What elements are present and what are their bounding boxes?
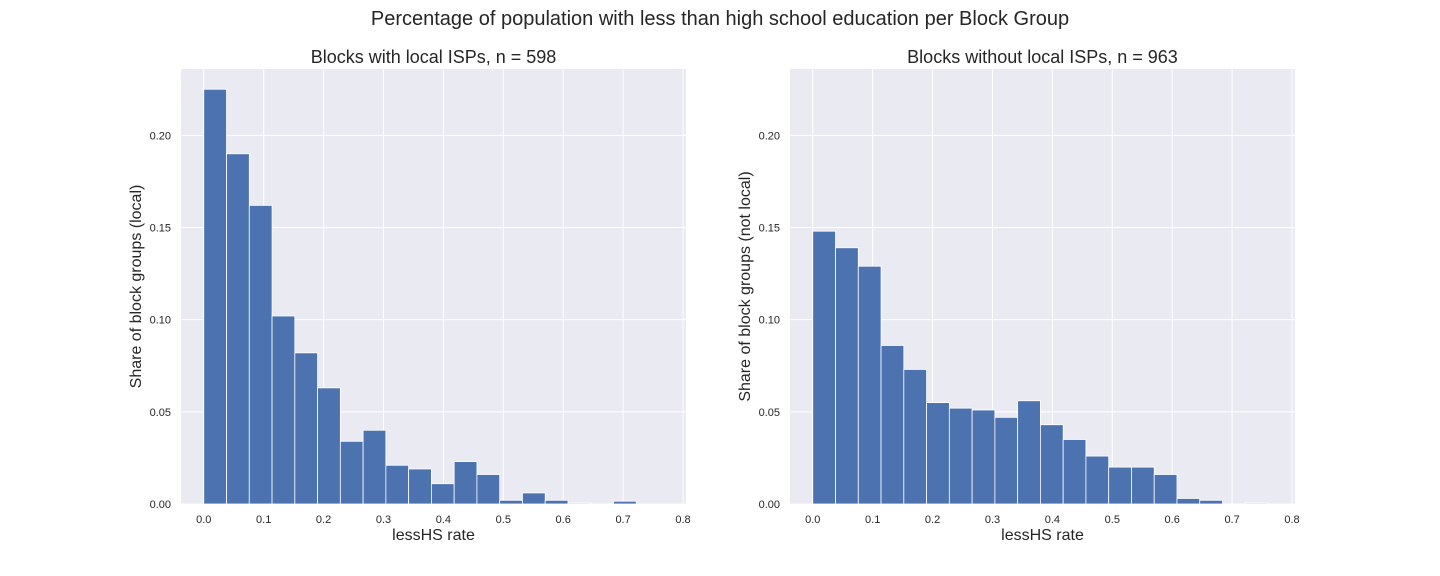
histogram-bar — [835, 247, 859, 505]
x-tick-label: 0.1 — [256, 514, 271, 526]
x-tick-label: 0.8 — [1284, 514, 1299, 526]
chart-without-local-isps: 0.0 0.1 0.2 0.3 0.4 0.5 0.6 0.7 0.8 0.00 0.05 0.10 0… — [737, 47, 1300, 544]
x-tick-label: 0.2 — [925, 514, 940, 526]
histogram-bar — [453, 461, 478, 505]
histogram-bar — [339, 440, 364, 505]
x-tick-label: 0.8 — [675, 514, 690, 526]
x-tick-label: 0.0 — [196, 514, 211, 526]
x-axis-label: lessHS rate — [392, 527, 475, 544]
x-tick-label: 0.4 — [1045, 514, 1060, 526]
histogram-bar — [271, 315, 296, 505]
histogram-bar — [362, 429, 387, 505]
histogram-bar — [567, 502, 592, 505]
x-tick-label: 0.7 — [615, 514, 630, 526]
histogram-bar — [499, 499, 523, 505]
y-tick-label: 0.00 — [759, 499, 780, 511]
x-axis-label: lessHS rate — [1001, 527, 1084, 544]
histogram-bar — [1176, 498, 1201, 505]
histogram-bar — [203, 88, 227, 505]
histogram-bar — [857, 265, 882, 505]
y-tick-label: 0.05 — [759, 407, 780, 419]
y-tick-label: 0.15 — [150, 223, 171, 235]
chart-title: Blocks without local ISPs, n = 963 — [907, 47, 1178, 67]
histogram-bar — [1131, 466, 1155, 505]
x-tick-label: 0.6 — [556, 514, 571, 526]
y-tick-label: 0.15 — [759, 223, 780, 235]
histogram-bar — [926, 402, 950, 505]
x-tick-label: 0.1 — [865, 514, 880, 526]
y-axis-label: Share of block groups (local) — [128, 185, 145, 389]
histogram-bar — [248, 204, 273, 505]
histogram-bar — [1017, 400, 1041, 505]
y-tick-label: 0.20 — [759, 130, 780, 142]
histogram-bar — [385, 464, 410, 505]
y-tick-label: 0.10 — [759, 315, 780, 327]
histogram-bar — [476, 474, 501, 505]
x-tick-label: 0.2 — [316, 514, 331, 526]
histogram-bar — [971, 409, 996, 505]
histogram-bar — [1062, 439, 1087, 505]
x-tick-label: 0.4 — [436, 514, 451, 526]
x-tick-label: 0.3 — [985, 514, 1000, 526]
histogram-bar — [294, 352, 318, 505]
histogram-bar — [1244, 502, 1269, 505]
histogram-bar — [880, 345, 905, 505]
histogram-bar — [408, 468, 432, 505]
histogram-bar — [994, 416, 1019, 505]
histogram-bar — [1199, 499, 1223, 505]
figure-title: Percentage of population with less than … — [370, 8, 1070, 30]
histogram-bar — [812, 230, 836, 505]
x-tick-label: 0.3 — [376, 514, 391, 526]
histogram-bar — [1040, 424, 1064, 505]
x-tick-label: 0.5 — [496, 514, 511, 526]
y-tick-label: 0.20 — [150, 130, 171, 142]
histogram-bar — [1153, 474, 1178, 505]
histogram-bar — [903, 369, 927, 505]
histogram-bar — [613, 500, 637, 505]
x-tick-label: 0.7 — [1224, 514, 1239, 526]
histogram-bar — [544, 499, 569, 505]
x-tick-label: 0.6 — [1165, 514, 1180, 526]
y-axis-label: Share of block groups (not local) — [737, 171, 754, 401]
y-tick-label: 0.10 — [150, 315, 171, 327]
histogram-bar — [948, 407, 973, 505]
x-tick-label: 0.5 — [1105, 514, 1120, 526]
y-tick-label: 0.05 — [150, 407, 171, 419]
chart-title: Blocks with local ISPs, n = 598 — [311, 47, 557, 67]
histogram-bar — [1085, 455, 1110, 505]
chart-local-isps: 0.0 0.1 0.2 0.3 0.4 0.5 0.6 0.7 0.8 0.00 0.05 0.10 0… — [128, 47, 691, 544]
histogram-bar — [317, 387, 341, 505]
histogram-bar — [431, 483, 455, 505]
histogram-bar — [1108, 466, 1132, 505]
histogram-bar — [226, 153, 250, 505]
x-tick-label: 0.0 — [805, 514, 820, 526]
histogram-bar — [522, 492, 546, 505]
y-tick-label: 0.00 — [150, 499, 171, 511]
